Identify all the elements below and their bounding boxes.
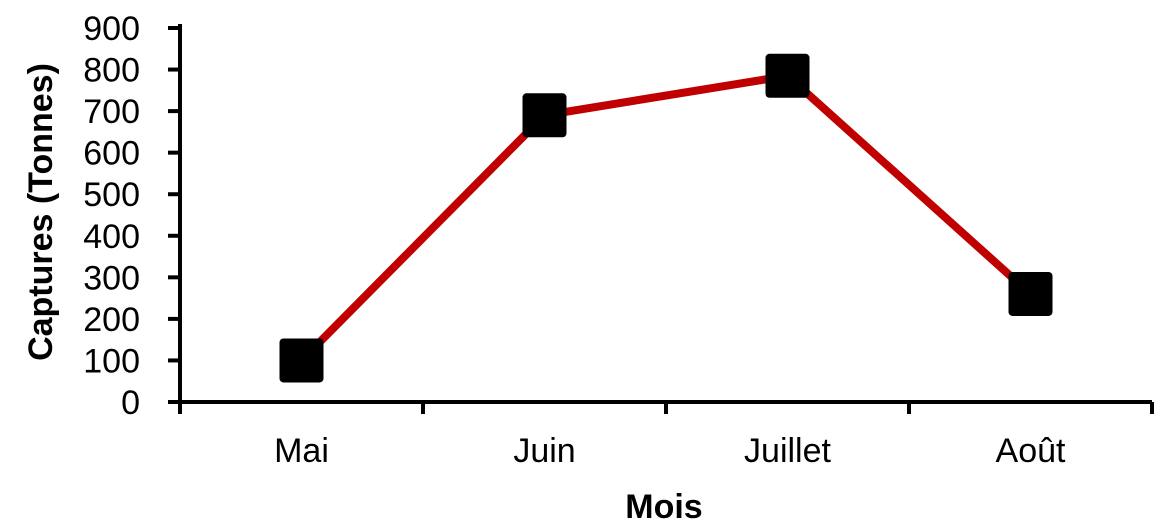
- x-axis-ticks: Mai Juin Juillet Août: [178, 402, 1154, 470]
- series-group: [279, 53, 1053, 383]
- y-tick-label: 900: [83, 10, 140, 48]
- y-tick-label: 700: [83, 93, 140, 131]
- x-tick-label: Juillet: [744, 432, 831, 470]
- x-tick-label: Juin: [513, 432, 575, 470]
- x-tick-label: Mai: [274, 432, 329, 470]
- data-point-marker: [279, 338, 324, 383]
- y-tick-label: 500: [83, 176, 140, 214]
- y-axis-title: Captures (Tonnes): [22, 63, 60, 361]
- y-tick-label: 800: [83, 52, 140, 90]
- y-tick-label: 600: [83, 135, 140, 173]
- y-tick-label: 200: [83, 301, 140, 339]
- data-point-marker: [765, 53, 810, 98]
- x-axis-title: Mois: [625, 488, 702, 525]
- y-tick-label: 400: [83, 218, 140, 256]
- y-tick-label: 0: [121, 384, 140, 422]
- y-tick-label: 300: [83, 259, 140, 297]
- x-tick-label: Août: [996, 432, 1066, 470]
- y-tick-label: 100: [83, 342, 140, 380]
- axes: [178, 24, 1152, 404]
- series-line: [298, 71, 1034, 364]
- data-point-marker: [522, 93, 567, 138]
- data-point-marker: [1008, 271, 1053, 316]
